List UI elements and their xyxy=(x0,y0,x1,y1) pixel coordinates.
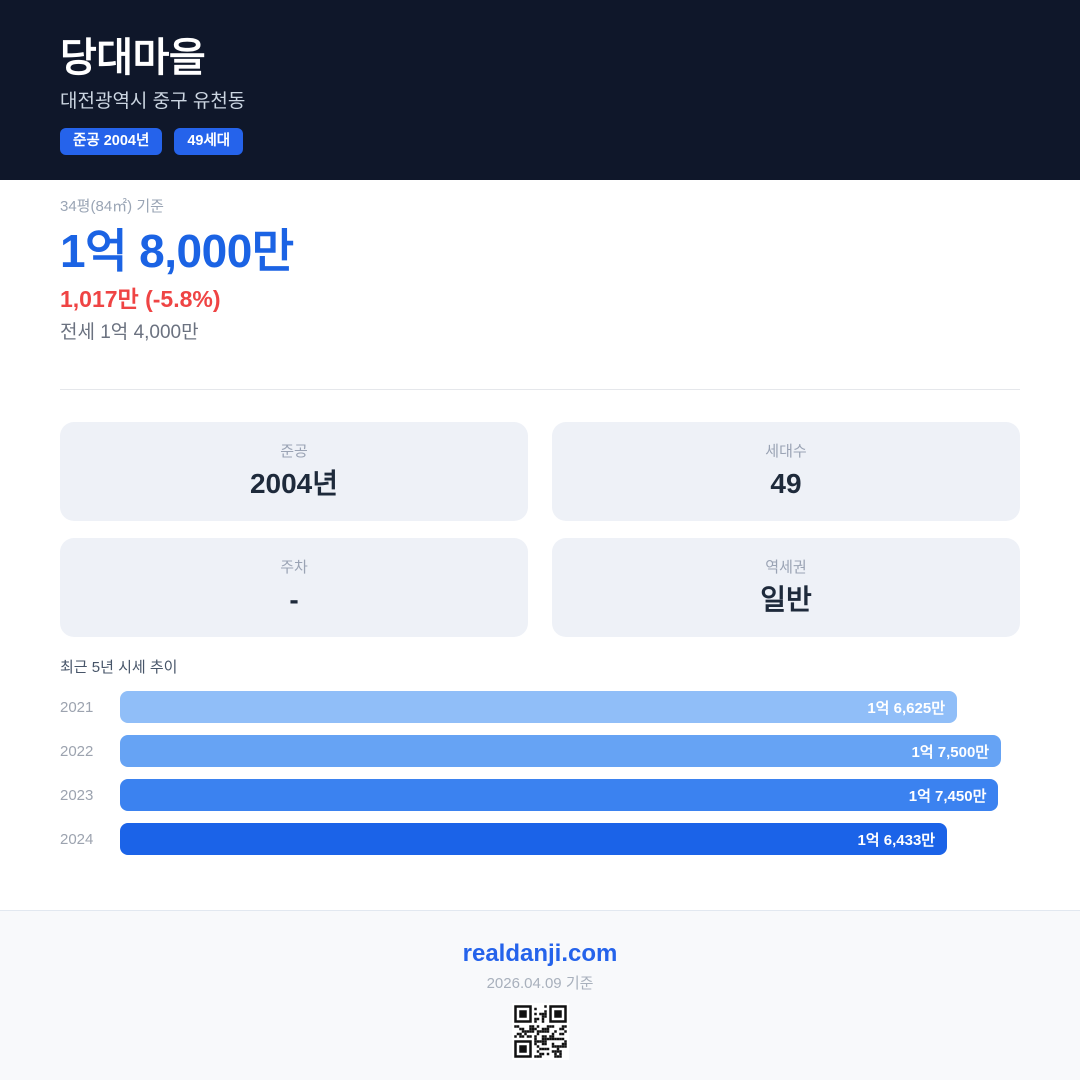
chart-bar-2022: 1억 7,500만 xyxy=(120,735,1002,767)
info-card-label: 세대수 xyxy=(765,443,807,460)
info-card-value: - xyxy=(289,584,299,615)
footer: realdanji.com 2026.04.09 기준 xyxy=(0,910,1080,1080)
header: 당대마을 대전광역시 중구 유천동 준공 2004년 49세대 xyxy=(0,0,1080,180)
price-trend-bar-chart: 2021 1억 6,625만 2022 1억 7,500만 2023 1억 7,… xyxy=(60,691,1020,855)
info-card-parking: 주차 - xyxy=(60,538,528,637)
info-card-label: 준공 xyxy=(280,443,308,460)
chart-bar-track: 1억 6,433만 xyxy=(120,823,1020,855)
info-card-built: 준공 2004년 xyxy=(60,422,528,521)
data-date-note: 2026.04.09 기준 xyxy=(486,975,594,992)
chart-year-label: 2022 xyxy=(60,742,94,760)
chart-row: 2021 1억 6,625만 xyxy=(60,691,1020,723)
chart-bar-track: 1억 7,500만 xyxy=(120,735,1020,767)
site-link[interactable]: realdanji.com xyxy=(462,940,618,967)
info-card-households: 세대수 49 xyxy=(552,422,1020,521)
price-change-negative: 1,017만 (-5.8%) xyxy=(60,286,221,312)
chart-bar-track: 1억 7,450만 xyxy=(120,779,1020,811)
main-section: 34평(84㎡) 기준 1억 8,000만 1,017만 (-5.8%) 전세 … xyxy=(0,199,1080,855)
chart-year-label: 2023 xyxy=(60,786,94,804)
chart-year-label: 2024 xyxy=(60,830,94,848)
chart-bar-2024: 1억 6,433만 xyxy=(120,823,948,855)
info-card-station-area: 역세권 일반 xyxy=(552,538,1020,637)
price-basis-label: 34평(84㎡) 기준 xyxy=(60,198,164,215)
chart-bar-2021: 1억 6,625만 xyxy=(120,691,957,723)
chart-bar-track: 1억 6,625만 xyxy=(120,691,1020,723)
qr-code xyxy=(511,1003,569,1060)
main-price-value: 1억 8,000만 xyxy=(60,225,294,277)
chart-row: 2024 1억 6,433만 xyxy=(60,823,1020,855)
complex-name-title: 당대마을 xyxy=(60,36,206,80)
chart-bar-value-label: 1억 7,450만 xyxy=(908,787,987,805)
info-card-value: 49 xyxy=(770,468,802,499)
address-subtitle: 대전광역시 중구 유천동 xyxy=(60,91,246,112)
chart-row: 2023 1억 7,450만 xyxy=(60,779,1020,811)
info-card-value: 일반 xyxy=(760,584,812,615)
section-divider xyxy=(60,389,1020,390)
jeonse-price: 전세 1억 4,000만 xyxy=(60,322,199,343)
info-cards-grid: 준공 2004년 세대수 49 주차 - 역세권 일반 xyxy=(60,422,1020,637)
info-card-label: 역세권 xyxy=(765,559,807,576)
chart-row: 2022 1억 7,500만 xyxy=(60,735,1020,767)
chart-bar-value-label: 1억 6,625만 xyxy=(867,699,945,717)
badge-row: 준공 2004년 49세대 xyxy=(60,128,1020,155)
chart-bar-value-label: 1억 6,433만 xyxy=(857,831,936,849)
chart-bar-2023: 1억 7,450만 xyxy=(120,779,999,811)
chart-bar-value-label: 1억 7,500만 xyxy=(911,743,990,761)
chart-title: 최근 5년 시세 추이 xyxy=(60,659,178,676)
badge-household-count: 49세대 xyxy=(174,128,244,155)
info-card-label: 주차 xyxy=(280,559,308,576)
info-card-value: 2004년 xyxy=(249,468,339,499)
chart-year-label: 2021 xyxy=(60,698,94,716)
qr-code-wrap xyxy=(0,1003,1080,1060)
badge-built-year: 준공 2004년 xyxy=(60,128,163,155)
